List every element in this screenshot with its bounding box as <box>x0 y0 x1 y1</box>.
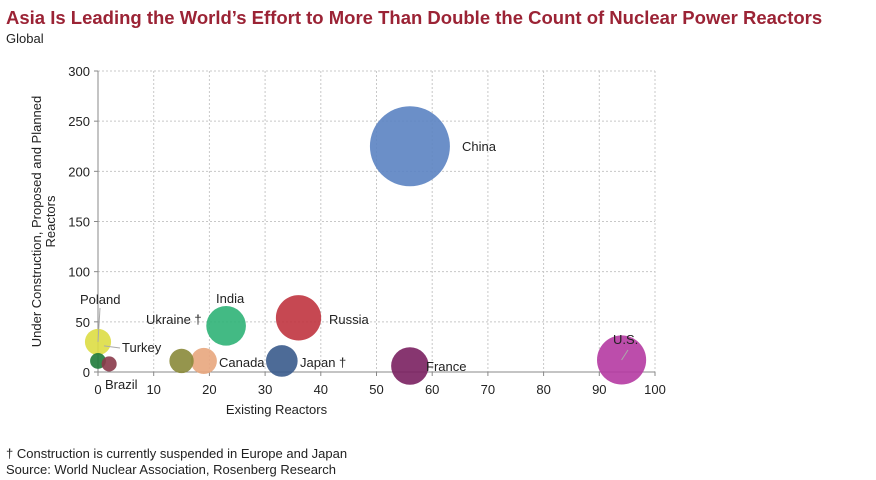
y-tick-label-250: 250 <box>68 114 90 129</box>
leader-line-poland <box>97 307 101 342</box>
bubble-canada <box>190 347 217 375</box>
data-label-india: India <box>216 291 245 306</box>
chart-title: Asia Is Leading the World’s Effort to Mo… <box>6 7 823 28</box>
leader-line-us <box>621 349 629 361</box>
bubble-china <box>369 106 450 187</box>
x-tick-label-50: 50 <box>369 382 383 397</box>
data-label-turkey: Turkey <box>122 340 162 355</box>
x-tick-label-70: 70 <box>481 382 495 397</box>
y-tick-label-150: 150 <box>68 215 90 230</box>
x-tick-label-0: 0 <box>94 382 101 397</box>
bubble-chart: 0 10 20 30 40 50 60 70 80 90 100 0 50 100 150 200 250 300… <box>29 64 666 417</box>
y-tick-label-200: 200 <box>68 164 90 179</box>
bubble-ukraine <box>169 348 194 374</box>
data-label-china: China <box>462 139 497 154</box>
data-label-japan: Japan † <box>300 355 346 370</box>
footnote-source: Source: World Nuclear Association, Rosen… <box>6 462 336 477</box>
data-label-brazil: Brazil <box>105 377 138 392</box>
x-tick-label-100: 100 <box>644 382 666 397</box>
bubble-india <box>206 306 246 346</box>
x-tick-label-10: 10 <box>146 382 160 397</box>
data-label-canada: Canada <box>219 355 265 370</box>
data-label-russia: Russia <box>329 312 370 327</box>
data-label-u-s: U.S. <box>613 332 638 347</box>
data-label-ukraine: Ukraine † <box>146 312 202 327</box>
data-label-france: France <box>426 359 466 374</box>
data-label-poland: Poland <box>80 292 120 307</box>
bubble-japan <box>265 345 298 377</box>
leader-line-turkey <box>103 345 121 349</box>
y-tick-label-0: 0 <box>83 365 90 380</box>
x-tick-label-40: 40 <box>314 382 328 397</box>
y-tick-label-50: 50 <box>76 315 90 330</box>
x-tick-label-30: 30 <box>258 382 272 397</box>
x-axis-title: Existing Reactors <box>226 402 328 417</box>
x-tick-label-20: 20 <box>202 382 216 397</box>
footnote-suspension: † Construction is currently suspended in… <box>6 446 348 461</box>
y-tick-label-300: 300 <box>68 64 90 79</box>
bubble-france <box>391 347 429 385</box>
chart-subtitle: Global <box>6 31 44 46</box>
x-tick-label-80: 80 <box>536 382 550 397</box>
bubble-russia <box>275 295 322 341</box>
bubble-brazil <box>101 356 117 372</box>
x-tick-label-60: 60 <box>425 382 439 397</box>
y-axis-title: Under Construction, Proposed and Planned… <box>29 96 58 348</box>
y-tick-label-100: 100 <box>68 265 90 280</box>
x-tick-label-90: 90 <box>592 382 606 397</box>
